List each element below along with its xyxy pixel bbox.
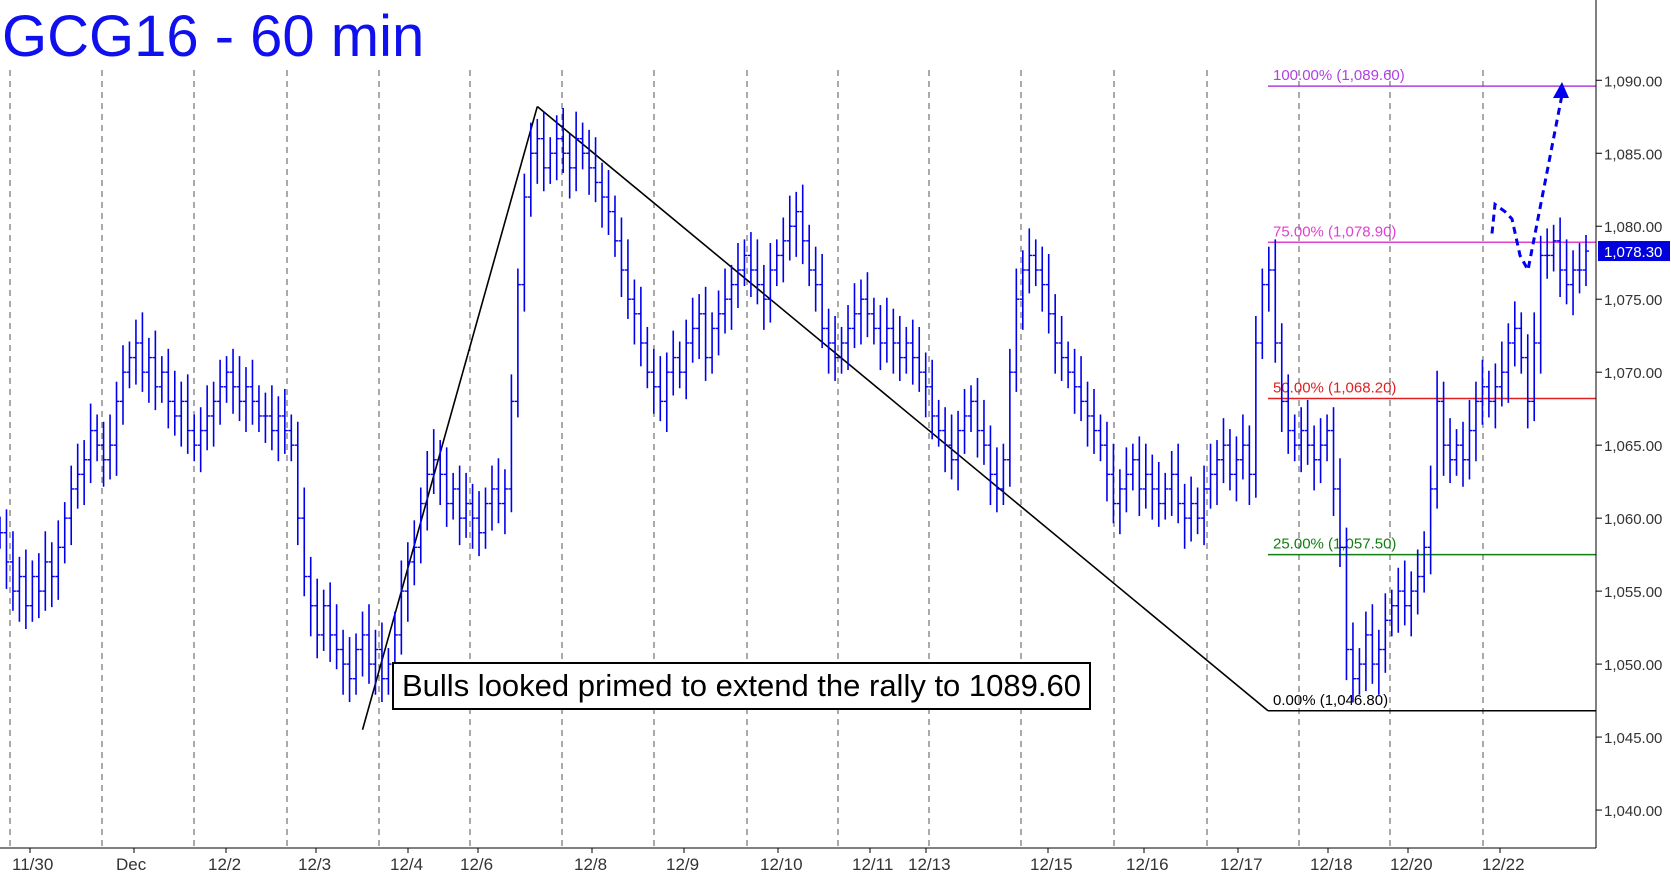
annotation-text: Bulls looked primed to extend the rally …	[392, 662, 1091, 710]
y-tick-label: 1,045.00	[1604, 730, 1662, 747]
projection-line	[1490, 94, 1564, 275]
y-tick-label: 1,080.00	[1604, 219, 1662, 236]
x-tick-label: 12/22	[1482, 855, 1525, 874]
x-tick-label: 12/6	[460, 855, 493, 874]
x-tick-label: Dec	[116, 855, 147, 874]
y-tick-label: 1,075.00	[1604, 292, 1662, 309]
y-tick-label: 1,055.00	[1604, 584, 1662, 601]
trendline-up	[361, 106, 539, 730]
chart-title: GCG16 - 60 min	[2, 4, 424, 69]
x-tick-label: 12/4	[390, 855, 423, 874]
fib-label: 50.00% (1,068.20)	[1273, 379, 1396, 396]
x-tick-label: 12/17	[1220, 855, 1263, 874]
price-bars	[0, 108, 1589, 703]
x-tick-label: 12/10	[760, 855, 803, 874]
x-tick-label: 12/13	[908, 855, 951, 874]
fib-label: 0.00% (1,046.80)	[1273, 692, 1388, 709]
last-price-label: 1,078.30	[1604, 244, 1662, 261]
projection-path	[1490, 81, 1569, 275]
time-axis: 11/30 Dec 12/2 12/3 12/4 12/6 12/8 12/9 12/10 12/…	[0, 847, 1596, 874]
y-tick-label: 1,085.00	[1604, 146, 1662, 163]
fibonacci-levels: 100.00% (1,089.60) 75.00% (1,078.90) 50.00…	[1268, 67, 1596, 712]
x-tick-label: 12/20	[1390, 855, 1433, 874]
vertical-gridlines	[9, 70, 1484, 848]
x-tick-label: 12/2	[208, 855, 241, 874]
fib-label: 100.00% (1,089.60)	[1273, 67, 1405, 84]
x-tick-label: 12/15	[1030, 855, 1073, 874]
price-axis: 1,040.00 1,045.00 1,050.00 1,055.00 1,060.00…	[1595, 0, 1670, 848]
x-tick-label: 12/3	[298, 855, 331, 874]
y-tick-label: 1,090.00	[1604, 73, 1662, 90]
y-tick-label: 1,065.00	[1604, 438, 1662, 455]
y-tick-label: 1,040.00	[1604, 803, 1662, 820]
x-tick-label: 12/11	[852, 855, 893, 874]
fib-label: 25.00% (1,057.50)	[1273, 536, 1396, 553]
y-tick-label: 1,060.00	[1604, 511, 1662, 528]
x-tick-label: 11/30	[12, 855, 53, 874]
x-tick-label: 12/9	[666, 855, 699, 874]
x-tick-label: 12/16	[1126, 855, 1169, 874]
y-tick-label: 1,050.00	[1604, 657, 1662, 674]
projection-arrow	[1553, 81, 1569, 98]
x-tick-label: 12/18	[1310, 855, 1353, 874]
x-tick-label: 12/8	[574, 855, 607, 874]
y-tick-label: 1,070.00	[1604, 365, 1662, 382]
fib-label: 75.00% (1,078.90)	[1273, 223, 1396, 240]
last-price-box	[1598, 241, 1670, 262]
trendline-down	[536, 105, 1269, 712]
trendlines	[361, 105, 1269, 730]
